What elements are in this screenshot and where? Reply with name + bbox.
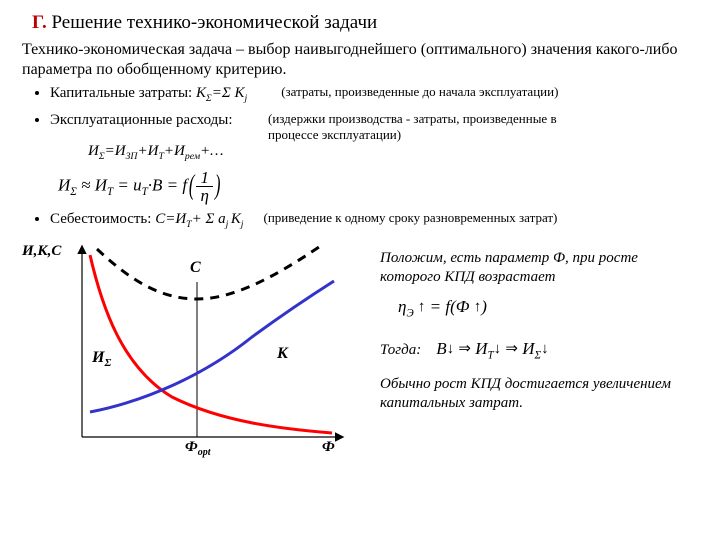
assume-text: Положим, есть параметр Ф, при росте кото… bbox=[380, 249, 698, 287]
title-letter: Г. bbox=[32, 12, 47, 33]
bullet-oper: Эксплуатационные расходы: (издержки прои… bbox=[50, 111, 698, 163]
label-I-text: И bbox=[92, 349, 104, 366]
eq-lparen: ( bbox=[189, 170, 195, 202]
eq-frac: 1η bbox=[196, 169, 213, 204]
cap-rest: =Σ К bbox=[212, 85, 245, 101]
eq-lhs-sub: Σ bbox=[70, 186, 77, 198]
main-equation: ИΣ ≈ ИТ = uТ·B = f(1η) bbox=[58, 169, 698, 204]
then-i2: И bbox=[522, 339, 534, 358]
then-b: B bbox=[436, 339, 446, 358]
eta-arrow: ↑ bbox=[418, 299, 426, 315]
right-column: Положим, есть параметр Ф, при росте кото… bbox=[362, 237, 698, 467]
bullet-capital: Капитальные затраты: КΣ=Σ Кj (затраты, п… bbox=[50, 84, 698, 105]
then-d3: ↓ bbox=[541, 341, 549, 357]
oper-formula: ИΣ=ИЗП+ИТ+Ирем+… bbox=[88, 142, 698, 163]
then-i: И bbox=[475, 339, 487, 358]
eq-lhs: И bbox=[58, 175, 70, 194]
then-row: Тогда: B↓ ⇒ ИТ↓ ⇒ ИΣ↓ bbox=[380, 339, 698, 361]
conclusion-text: Обычно рост КПД достигается увеличением … bbox=[380, 375, 698, 413]
chart: И,К,С bbox=[22, 237, 362, 467]
oper-p1: +И bbox=[137, 143, 158, 159]
eta-eq: = f(Ф bbox=[430, 297, 470, 316]
lower-row: И,К,С bbox=[22, 237, 698, 467]
then-isub: Т bbox=[488, 349, 494, 361]
cost-paren: (приведение к одному сроку разновременны… bbox=[264, 210, 558, 226]
page-title: Г. Решение технико-экономической задачи bbox=[32, 12, 698, 34]
then-label: Тогда: bbox=[380, 342, 421, 358]
curve-I bbox=[90, 255, 332, 433]
oper-p2: +И bbox=[164, 143, 185, 159]
oper-I: И bbox=[88, 143, 99, 159]
x-opt-text: Ф bbox=[185, 439, 198, 455]
bullet-list: Капитальные затраты: КΣ=Σ Кj (затраты, п… bbox=[34, 84, 698, 163]
label-I-sub: Σ bbox=[104, 357, 111, 369]
cap-paren: (затраты, произведенные до начала эксплу… bbox=[281, 84, 558, 100]
eta-equation: ηЭ ↑ = f(Ф ↑) bbox=[398, 297, 698, 319]
x-opt-label: Фopt bbox=[185, 439, 211, 458]
cost-f1: С=И bbox=[155, 211, 186, 227]
bullet-list-2: Себестоимость: С=ИТ+ Σ aj Кj (приведение… bbox=[34, 210, 698, 231]
eq-eq: = u bbox=[113, 175, 141, 194]
cap-jsub: j bbox=[244, 93, 247, 104]
then-d2: ↓ bbox=[494, 341, 502, 357]
eq-dot: ·B = f bbox=[148, 175, 187, 194]
then-arr2: ⇒ bbox=[505, 341, 518, 357]
cap-K: К bbox=[196, 85, 206, 101]
bullet-cost: Себестоимость: С=ИТ+ Σ aj Кj (приведение… bbox=[50, 210, 698, 231]
cost-s3: j bbox=[241, 219, 244, 230]
curve-K bbox=[90, 281, 334, 412]
x-opt-sub: opt bbox=[198, 447, 211, 458]
eq-rparen: ) bbox=[215, 170, 221, 202]
eq-frac-bot: η bbox=[196, 187, 213, 204]
label-I: ИΣ bbox=[92, 349, 111, 369]
eta-arrow2: ↑ bbox=[474, 299, 482, 315]
oper-tail: +… bbox=[200, 143, 223, 159]
then-d1: ↓ bbox=[447, 341, 455, 357]
oper-paren: (издержки производства - затраты, произв… bbox=[268, 111, 608, 144]
page-root: Г. Решение технико-экономической задачи … bbox=[0, 0, 720, 540]
eq-approx: ≈ И bbox=[77, 175, 107, 194]
cost-text: Себестоимость: bbox=[50, 211, 155, 227]
eta-sub: Э bbox=[406, 307, 413, 319]
title-text: Решение технико-экономической задачи bbox=[47, 12, 378, 33]
oper-sub2: ЗП bbox=[126, 151, 138, 162]
then-arr1: ⇒ bbox=[458, 341, 471, 357]
intro-text: Технико-экономическая задача – выбор наи… bbox=[22, 40, 698, 80]
eq-frac-top: 1 bbox=[196, 169, 213, 187]
x-axis-label: Ф bbox=[322, 439, 335, 456]
oper-text: Эксплуатационные расходы: bbox=[50, 112, 233, 128]
oper-eq: =И bbox=[105, 143, 126, 159]
oper-sub4: рем bbox=[185, 151, 200, 162]
label-K: К bbox=[277, 345, 288, 363]
label-C: С bbox=[190, 259, 201, 277]
cap-text: Капитальные затраты: bbox=[50, 85, 196, 101]
cost-k: К bbox=[231, 211, 241, 227]
eta-close: ) bbox=[481, 297, 487, 316]
cost-mid: + Σ a bbox=[192, 211, 226, 227]
curve-C bbox=[97, 245, 322, 299]
